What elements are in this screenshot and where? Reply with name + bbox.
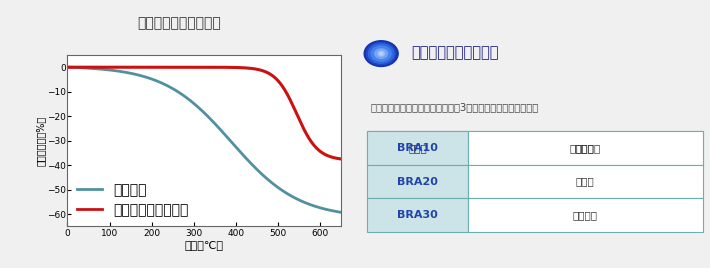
Text: 原料樹脂の耕熱性比較: 原料樹脂の耕熱性比較 (138, 16, 221, 30)
Circle shape (364, 41, 398, 66)
FancyBboxPatch shape (468, 131, 703, 165)
Text: 寿命重視: 寿命重視 (573, 210, 598, 220)
Circle shape (375, 49, 388, 58)
FancyBboxPatch shape (367, 131, 468, 165)
Circle shape (378, 51, 385, 56)
FancyBboxPatch shape (468, 131, 703, 165)
Text: BRA30: BRA30 (397, 210, 438, 220)
Circle shape (379, 52, 383, 55)
FancyBboxPatch shape (468, 165, 703, 198)
Text: BRA10: BRA10 (397, 143, 438, 153)
Circle shape (366, 42, 396, 65)
Y-axis label: 重量変化率（%）: 重量変化率（%） (36, 116, 45, 166)
Text: ご使用の用途と条件に合わせて、3種類を取り揃えています。: ご使用の用途と条件に合わせて、3種類を取り揃えています。 (371, 102, 539, 112)
Text: BRA20: BRA20 (397, 177, 438, 187)
FancyBboxPatch shape (367, 165, 468, 198)
Text: 切れ味重視: 切れ味重視 (569, 143, 601, 153)
Circle shape (371, 46, 391, 61)
FancyBboxPatch shape (468, 198, 703, 232)
Text: 結合度: 結合度 (408, 143, 427, 153)
FancyBboxPatch shape (367, 131, 468, 165)
X-axis label: 温度（℃）: 温度（℃） (185, 240, 224, 250)
Text: 特　長: 特 長 (576, 143, 595, 153)
Text: 標　準: 標 準 (576, 177, 595, 187)
Circle shape (368, 44, 394, 63)
FancyBboxPatch shape (367, 198, 468, 232)
Legend: 汎用樹脂, レジエース原料樹脂: 汎用樹脂, レジエース原料樹脂 (75, 180, 192, 219)
Text: ボンドバリエーション: ボンドバリエーション (411, 45, 498, 60)
